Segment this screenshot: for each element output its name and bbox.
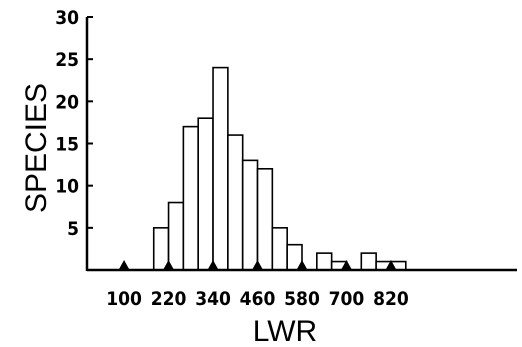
x-tick-label-340: 340 — [195, 288, 231, 310]
x-tick-marker-820 — [385, 260, 396, 269]
bars-group — [152, 66, 407, 271]
y-tick-label-30: 30 — [55, 7, 79, 29]
y-tick-label-15: 15 — [55, 134, 79, 156]
ticks-group: 5 10 15 20 25 30 100 220 340 460 580 700 820 — [55, 7, 409, 310]
y-tick-label-25: 25 — [55, 49, 79, 71]
y-tick-label-20: 20 — [55, 91, 79, 113]
bar-220-260 — [167, 201, 185, 271]
x-tick-label-460: 460 — [240, 288, 276, 310]
y-axis-title: SPECIES — [20, 83, 53, 213]
x-tick-marker-340 — [208, 260, 219, 269]
x-tick-marker-460 — [252, 260, 263, 269]
x-tick-label-220: 220 — [151, 288, 187, 310]
x-tick-marker-220 — [163, 260, 174, 269]
bar-740-780 — [360, 252, 377, 271]
bar-340-380 — [212, 66, 229, 271]
bar-460-500 — [256, 168, 274, 271]
x-tick-marker-580 — [297, 260, 307, 269]
bar-300-340 — [197, 117, 214, 271]
x-tick-label-700: 700 — [329, 288, 365, 310]
x-tick-marker-700 — [341, 260, 352, 269]
x-tick-marker-100 — [119, 260, 130, 269]
x-tick-label-820: 820 — [373, 288, 409, 310]
x-tick-label-100: 100 — [106, 288, 142, 310]
bar-500-540 — [271, 227, 288, 271]
axes-group — [85, 17, 517, 272]
bar-180-220 — [152, 227, 170, 271]
y-tick-label-10: 10 — [55, 176, 79, 198]
x-tick-label-580: 580 — [284, 288, 320, 310]
bar-620-660 — [316, 252, 333, 271]
bar-260-300 — [182, 125, 200, 271]
y-tick-label-5: 5 — [67, 218, 79, 240]
bar-380-420 — [227, 134, 244, 271]
x-axis-title: LWR — [253, 315, 317, 347]
bar-420-460 — [241, 159, 259, 271]
